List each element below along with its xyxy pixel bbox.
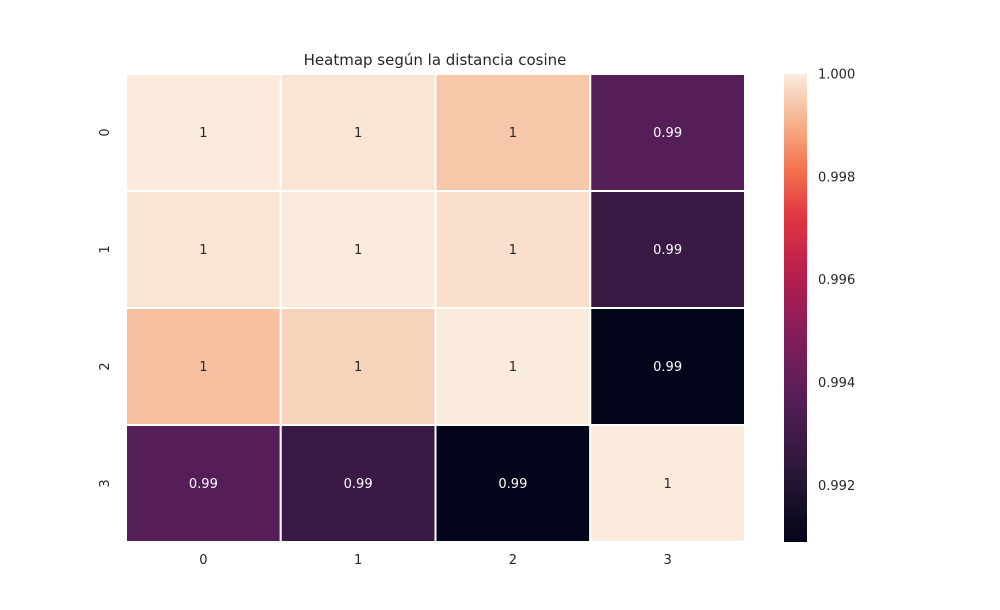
colorbar-tick-label: 1.000 [818,68,855,83]
heatmap-cell [589,307,746,426]
cell-annotation: 0.99 [344,477,373,492]
cell-annotation: 0.99 [653,243,682,258]
colorbar-gradient [784,74,807,542]
cell-annotation: 0.99 [189,477,218,492]
x-tick-label: 3 [663,553,671,568]
colorbar: 1.000 0.998 0.996 0.994 0.992 [784,68,855,542]
y-tick-label: 2 [98,362,113,370]
cell-annotation: 0.99 [653,126,682,141]
heatmap-cell [125,73,282,192]
x-tick-label: 0 [199,553,207,568]
x-tick-label: 1 [354,553,362,568]
cell-annotation: 1 [354,360,362,375]
cell-annotation: 1 [199,126,207,141]
cell-annotation: 1 [199,360,207,375]
y-tick-label: 0 [98,128,113,136]
y-axis: 0 1 2 3 [98,128,113,487]
heatmap-cell [589,73,746,192]
cell-annotation: 1 [509,126,517,141]
heatmap-cell [279,424,437,543]
cell-annotation: 1 [354,126,362,141]
heatmap-cell [589,424,746,543]
heatmap-cell [589,190,746,309]
x-axis: 0 1 2 3 [199,553,672,568]
heatmap-cell [434,73,592,192]
chart-title: Heatmap según la distancia cosine [304,51,567,69]
colorbar-tick-label: 0.996 [818,273,855,288]
colorbar-tick-label: 0.998 [818,170,855,185]
cell-annotation: 1 [509,360,517,375]
heatmap-cell [125,424,282,543]
cell-annotation: 0.99 [498,477,527,492]
cell-annotation: 1 [354,243,362,258]
cell-annotation: 0.99 [653,360,682,375]
heatmap-cell [279,190,437,309]
cell-annotation: 1 [509,243,517,258]
heatmap-cell [279,307,437,426]
colorbar-tick-label: 0.994 [818,376,855,391]
y-tick-label: 3 [98,479,113,487]
cell-annotation: 1 [199,243,207,258]
y-tick-label: 1 [98,245,113,253]
cell-annotation: 1 [663,477,671,492]
x-tick-label: 2 [509,553,517,568]
heatmap-cells: 1 1 1 0.99 1 1 1 0.99 1 1 1 0.99 0.99 0.99 0.99 1 [125,73,746,543]
heatmap-cell [279,73,437,192]
colorbar-tick-label: 0.992 [818,479,855,494]
